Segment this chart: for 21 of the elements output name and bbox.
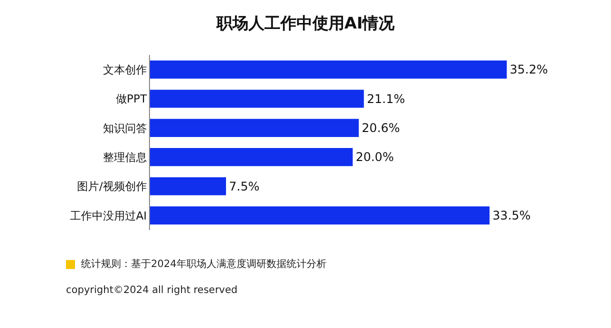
bar [150,177,226,196]
bar [150,118,359,137]
data-label: 20.6% [362,120,400,135]
y-tick-label: 工作中没用过AI [70,209,147,222]
data-label: 7.5% [229,179,260,194]
y-tick-label: 图片/视频创作 [77,180,147,194]
text: 统计规则：基于2024年职场人满意度调研数据统计分析 [81,258,326,271]
data-label: 20.0% [356,150,394,164]
y-tick-label: 做PPT [116,92,148,106]
data-label: 33.5% [492,208,531,222]
bar [150,60,507,79]
y-tick-label: 文本创作 [102,63,147,76]
bar [150,148,353,166]
bar [150,206,490,224]
text: copyright©2024 all right reserved [66,284,238,298]
data-label: 21.1% [366,92,405,106]
y-tick-label: 知识问答 [102,122,147,135]
y-tick-label: 整理信息 [102,150,147,164]
chart-title: 职场人工作中使用AI情况 [215,14,396,33]
data-label: 35.2% [510,62,548,77]
bar [150,90,364,108]
